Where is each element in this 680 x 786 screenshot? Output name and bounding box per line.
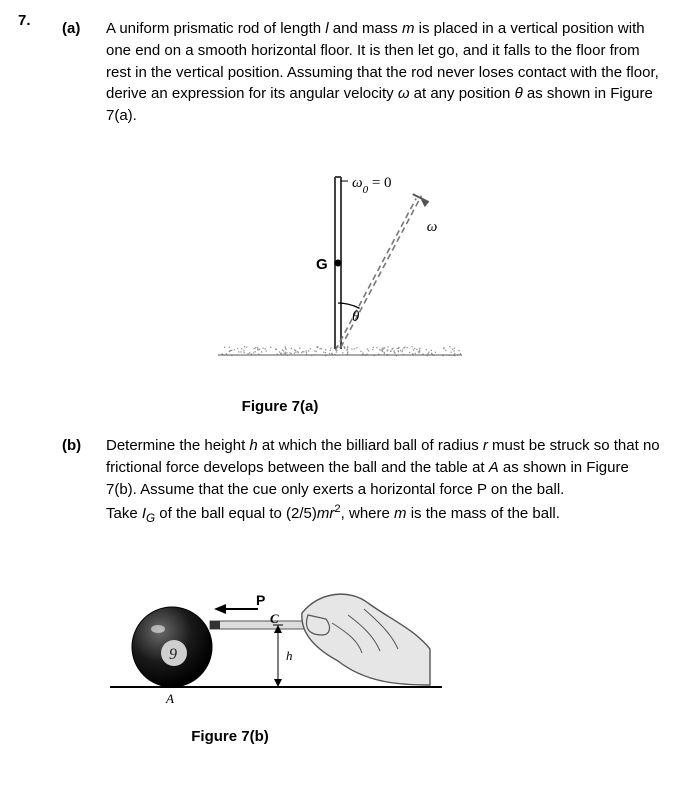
part-b-label: (b)	[62, 435, 106, 527]
figure-7b-svg: 9 A PCh	[106, 549, 446, 709]
part-a: (a) A uniform prismatic rod of length l …	[62, 18, 662, 127]
svg-text:h: h	[286, 648, 293, 663]
figure-7b-caption: Figure 7(b)	[0, 726, 662, 748]
figure-7b: 9 A PCh	[106, 549, 662, 716]
figure-7a-caption: Figure 7(a)	[0, 396, 662, 418]
svg-text:C: C	[270, 611, 279, 626]
svg-text:ω: ω	[427, 219, 438, 235]
part-a-label: (a)	[62, 18, 106, 127]
svg-text:9: 9	[169, 646, 177, 663]
svg-text:θ: θ	[352, 309, 360, 325]
svg-text:P: P	[256, 592, 265, 608]
part-b: (b) Determine the height h at which the …	[62, 435, 662, 527]
svg-text:ω0 = 0: ω0 = 0	[352, 175, 392, 196]
figure-7a-svg: Gθ ω0 = 0 ω	[210, 149, 470, 379]
part-a-text: A uniform prismatic rod of length l and …	[106, 18, 662, 127]
svg-text:G: G	[316, 256, 328, 273]
figure-7a: Gθ ω0 = 0 ω	[18, 149, 662, 386]
question-number: 7.	[18, 10, 31, 32]
part-b-text: Determine the height h at which the bill…	[106, 435, 662, 527]
svg-text:A: A	[165, 691, 174, 706]
